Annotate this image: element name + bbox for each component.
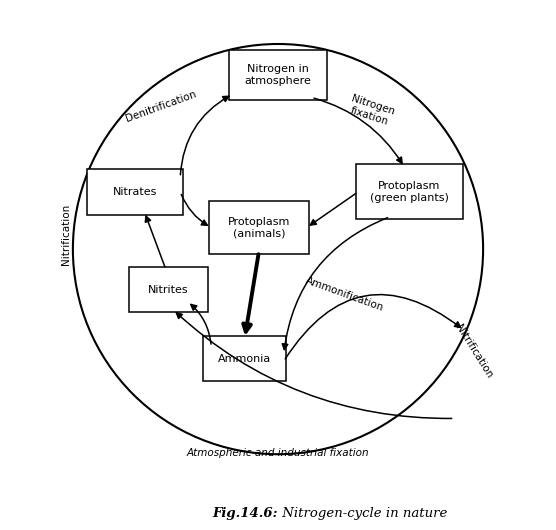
Text: Protoplasm
(green plants): Protoplasm (green plants)	[370, 181, 449, 202]
Text: Nitrogen-cycle in nature: Nitrogen-cycle in nature	[278, 507, 448, 520]
Text: Fig.14.6:: Fig.14.6:	[212, 507, 278, 520]
Text: Nitrification: Nitrification	[453, 323, 494, 381]
FancyBboxPatch shape	[355, 164, 463, 219]
Text: Atmospheric and industrial fixation: Atmospheric and industrial fixation	[187, 448, 369, 458]
Text: Ammonia: Ammonia	[218, 354, 271, 364]
Text: Ammonification: Ammonification	[304, 276, 385, 313]
Text: Nitrification: Nitrification	[61, 204, 71, 266]
Text: Nitrogen
fixation: Nitrogen fixation	[346, 94, 396, 128]
FancyBboxPatch shape	[87, 169, 182, 215]
Text: Nitrates: Nitrates	[113, 187, 157, 197]
FancyBboxPatch shape	[129, 267, 207, 312]
FancyBboxPatch shape	[209, 201, 309, 254]
FancyBboxPatch shape	[203, 336, 286, 382]
Text: Denitrification: Denitrification	[125, 89, 198, 123]
FancyBboxPatch shape	[229, 50, 327, 100]
Text: Protoplasm
(animals): Protoplasm (animals)	[228, 217, 290, 238]
Text: Nitrogen in
atmosphere: Nitrogen in atmosphere	[245, 64, 311, 86]
Text: Nitrites: Nitrites	[148, 285, 188, 295]
